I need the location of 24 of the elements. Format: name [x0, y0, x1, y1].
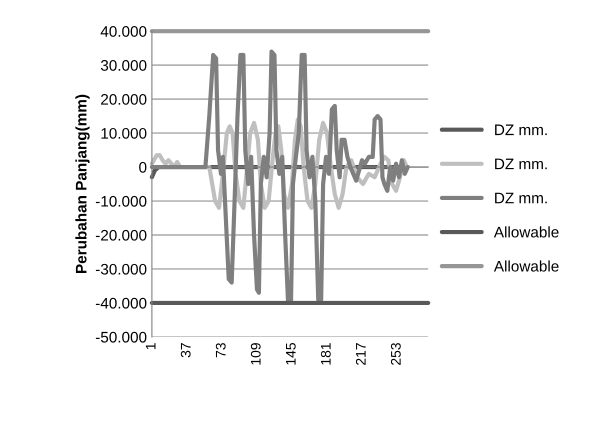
- x-tick-label: 109: [250, 343, 261, 365]
- y-tick-label: 40.000: [100, 26, 146, 37]
- x-tick-label: 1: [146, 343, 156, 350]
- x-tick-label: 37: [180, 343, 191, 358]
- x-tick-label: 217: [356, 343, 366, 365]
- y-tick-label: 20.000: [101, 94, 146, 105]
- y-tick-label: 10.000: [101, 128, 146, 139]
- x-tick-label: 253: [390, 343, 401, 365]
- y-tick-label: -20.000: [96, 230, 146, 241]
- legend-label: Allowable: [494, 226, 559, 238]
- legend-label: Allowable: [494, 260, 559, 272]
- x-tick-label: 145: [286, 343, 296, 365]
- y-tick-label: -50.000: [96, 332, 146, 343]
- y-axis-title: Perubahan Panjang(mm): [75, 94, 90, 273]
- legend-label: DZ mm.: [495, 192, 547, 204]
- y-tick-label: -10.000: [96, 196, 146, 207]
- y-tick-label: -40.000: [96, 298, 146, 309]
- legend-label: DZ mm.: [495, 158, 547, 170]
- x-tick-label: 73: [216, 343, 226, 358]
- x-tick-label: 181: [320, 343, 331, 365]
- y-tick-label: -30.000: [96, 264, 146, 275]
- y-tick-label: 30.000: [100, 60, 146, 71]
- legend-label: DZ mm.: [495, 124, 547, 136]
- y-tick-label: 0: [139, 162, 146, 173]
